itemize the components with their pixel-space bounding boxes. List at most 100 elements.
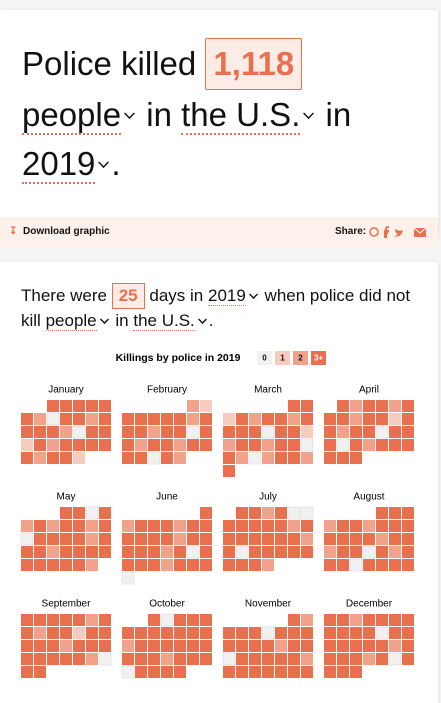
day-cell (122, 627, 134, 639)
noun-select[interactable]: people (45, 311, 97, 331)
toolbar: ↧ Download graphic Share: (0, 217, 438, 247)
day-cell (135, 533, 147, 545)
day-cell (34, 653, 46, 665)
day-cell (363, 653, 375, 665)
day-cell (301, 546, 313, 558)
day-cell (174, 546, 186, 558)
chevron (303, 107, 315, 119)
day-cell (337, 413, 349, 425)
day-cell (376, 640, 388, 652)
month-label: March (254, 385, 282, 396)
day-cell (34, 627, 46, 639)
day-cell (350, 413, 362, 425)
day-cell (350, 426, 362, 438)
day-cell (350, 546, 362, 558)
day-cell (174, 426, 186, 438)
day-cell (34, 533, 46, 545)
day-cell (135, 452, 147, 464)
day-cell (73, 546, 85, 558)
day-cell (200, 640, 212, 652)
day-cell (350, 627, 362, 639)
download[interactable]: Download graphic (23, 226, 110, 237)
download-icon[interactable]: ↧ (9, 226, 18, 237)
day-cell (324, 413, 336, 425)
day-cell (122, 653, 134, 665)
place-select[interactable]: the U.S. (133, 311, 195, 331)
day-cell (223, 640, 235, 652)
day-cell (47, 614, 59, 626)
month-label: August (353, 492, 384, 503)
day-cell (21, 520, 33, 532)
month-label: November (245, 599, 292, 610)
day-cell (236, 640, 248, 652)
day-cell (98, 652, 112, 666)
year-select[interactable]: 2019 (207, 286, 246, 306)
day-cell (60, 653, 72, 665)
day-cell (236, 413, 248, 425)
day-cell (121, 571, 135, 585)
day-cell (337, 640, 349, 652)
month-label: February (147, 385, 187, 396)
headline-card: Police killed 1,118 people in the U.S. i… (0, 10, 438, 247)
day-cell (275, 627, 287, 639)
day-cell (402, 614, 414, 626)
day-cell (249, 559, 261, 571)
day-cell (223, 452, 235, 464)
day-cell (249, 439, 261, 451)
day-cell (376, 614, 388, 626)
day-cell (135, 520, 147, 532)
day-cell (34, 546, 46, 558)
day-cell (275, 452, 287, 464)
day-cell (363, 533, 375, 545)
year-select[interactable]: 2019 (22, 145, 96, 184)
day-cell (337, 400, 349, 412)
day-cell (200, 653, 212, 665)
legend-label: 3+ (314, 354, 323, 363)
day-cell (34, 520, 46, 532)
day-cell (47, 439, 59, 451)
day-cell (200, 507, 212, 519)
day-cell (73, 640, 85, 652)
day-cell (174, 439, 186, 451)
day-cell (47, 653, 59, 665)
day-cell (288, 666, 300, 678)
day-cell (135, 546, 147, 558)
day-cell (73, 452, 85, 464)
day-cell (336, 438, 350, 452)
day-cell (187, 614, 199, 626)
day-cell (86, 400, 98, 412)
day-cell (148, 413, 160, 425)
day-cell (200, 520, 212, 532)
day-cell (389, 520, 401, 532)
day-cell (148, 653, 160, 665)
chevron (248, 289, 258, 299)
day-cell (161, 533, 173, 545)
day-cell (99, 507, 111, 519)
text: There were (21, 286, 107, 305)
text: Police killed (22, 45, 197, 82)
legend-label: 1 (280, 354, 285, 363)
day-cell (86, 614, 98, 626)
day-cell (261, 425, 275, 439)
legend-label: 0 (262, 354, 267, 363)
day-cell (301, 452, 313, 464)
day-cell (389, 627, 401, 639)
count: 25 (111, 283, 145, 309)
noun-select[interactable]: people (22, 96, 122, 135)
day-cell (376, 439, 388, 451)
day-cell (337, 520, 349, 532)
day-cell (337, 653, 349, 665)
share-icons[interactable] (368, 225, 428, 239)
day-cell (73, 559, 85, 571)
day-cell (60, 439, 72, 451)
day-cell (350, 452, 362, 464)
place-select[interactable]: the U.S. (181, 96, 301, 135)
day-cell (262, 439, 274, 451)
text: days in (149, 286, 204, 305)
day-cell (60, 507, 72, 519)
day-cell (21, 413, 33, 425)
text: . (208, 311, 214, 330)
day-cell (389, 640, 401, 652)
day-cell (236, 627, 248, 639)
day-cell (148, 627, 160, 639)
